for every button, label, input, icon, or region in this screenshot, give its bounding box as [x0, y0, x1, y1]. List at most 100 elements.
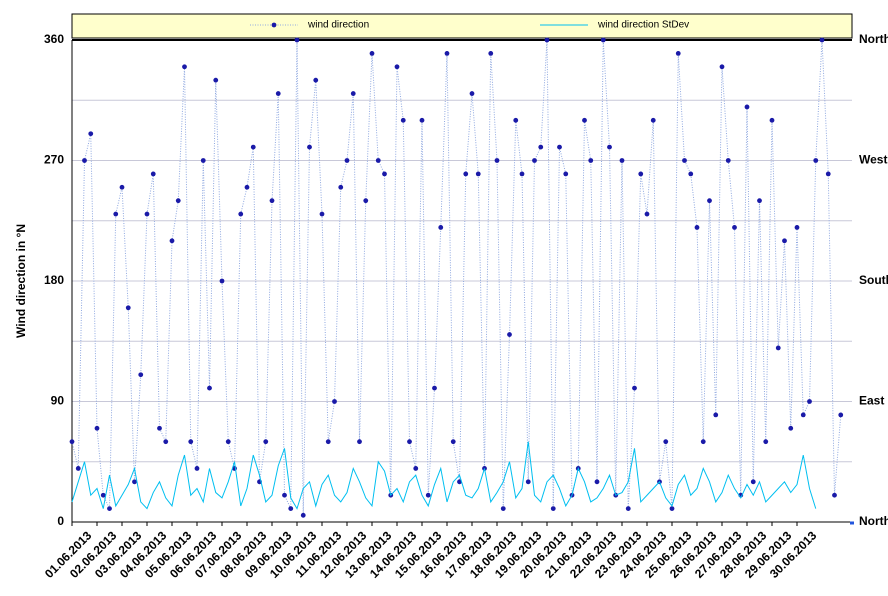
data-point — [707, 198, 712, 204]
data-point — [100, 492, 106, 498]
data-point — [713, 412, 719, 418]
data-point — [369, 50, 375, 56]
data-point — [463, 171, 469, 177]
data-point — [700, 439, 706, 445]
data-point — [132, 479, 137, 485]
data-point — [175, 198, 181, 204]
legend-label: wind direction — [307, 20, 369, 31]
data-point — [788, 425, 794, 431]
data-point — [244, 184, 250, 190]
legend-marker — [271, 22, 277, 28]
y2-tick-label: North — [859, 514, 888, 528]
y2-tick-label: East — [859, 394, 884, 408]
data-point — [88, 131, 94, 137]
data-point — [625, 506, 631, 512]
data-point — [288, 506, 294, 512]
data-point — [182, 64, 187, 70]
data-point — [75, 466, 81, 471]
data-point — [313, 77, 319, 83]
y-tick-label: 270 — [44, 153, 64, 167]
y-tick-label: 90 — [51, 394, 65, 408]
data-point — [638, 171, 644, 177]
y2-tick-label: West — [859, 153, 887, 167]
data-point — [350, 91, 356, 96]
data-point — [532, 158, 537, 163]
data-point — [382, 171, 387, 177]
data-point — [769, 117, 775, 123]
data-point — [450, 439, 456, 445]
data-point — [444, 50, 450, 56]
legend-box — [71, 13, 853, 39]
data-point — [500, 506, 506, 512]
data-point — [125, 305, 131, 311]
data-point — [838, 412, 844, 418]
data-point — [269, 198, 275, 204]
data-point — [488, 50, 494, 56]
data-point — [282, 492, 287, 498]
data-point — [169, 238, 175, 244]
data-point — [275, 91, 281, 96]
series-line — [71, 441, 817, 510]
data-point — [732, 225, 737, 230]
y-tick-label: 0 — [57, 514, 64, 528]
data-point — [632, 385, 637, 391]
data-point — [644, 211, 650, 217]
data-point — [794, 225, 800, 230]
data-point — [138, 372, 144, 378]
data-point — [263, 439, 269, 445]
data-point — [188, 439, 194, 445]
data-point — [550, 506, 556, 512]
data-point — [413, 466, 419, 471]
data-point — [725, 158, 731, 163]
data-point — [782, 238, 787, 244]
data-point — [225, 439, 231, 445]
data-point — [594, 479, 600, 485]
data-point — [325, 439, 331, 445]
data-point — [119, 184, 125, 190]
data-point — [588, 158, 594, 163]
data-point — [582, 117, 587, 123]
y2-tick-label: South — [859, 273, 888, 287]
data-point — [538, 144, 544, 150]
data-point — [800, 412, 806, 418]
data-point — [750, 479, 756, 485]
data-point — [813, 158, 819, 163]
data-point — [832, 492, 837, 498]
data-point — [669, 506, 675, 512]
data-point — [194, 466, 200, 471]
data-point — [344, 158, 350, 163]
data-point — [425, 492, 431, 498]
data-point — [213, 77, 219, 83]
data-point — [400, 117, 406, 123]
data-point — [207, 385, 212, 391]
data-point — [307, 144, 312, 150]
data-point — [332, 399, 337, 404]
data-point — [432, 385, 437, 391]
data-point — [688, 171, 694, 177]
data-point — [113, 211, 119, 217]
data-point — [807, 399, 812, 404]
data-point — [319, 211, 325, 217]
data-point — [825, 171, 831, 177]
y-tick-label: 180 — [44, 273, 64, 287]
data-point — [150, 171, 156, 177]
data-point — [219, 278, 225, 284]
data-point — [294, 37, 300, 43]
data-point — [519, 171, 525, 177]
data-point — [157, 425, 162, 431]
data-point — [407, 439, 412, 445]
data-point — [663, 439, 669, 445]
data-point — [375, 158, 381, 163]
data-point — [563, 171, 569, 177]
data-point — [544, 37, 550, 43]
data-point — [419, 117, 425, 123]
data-point — [494, 158, 500, 163]
data-point — [557, 144, 562, 150]
data-point — [525, 479, 531, 485]
data-point — [763, 439, 769, 445]
data-point — [694, 225, 700, 230]
y-axis-label: Wind direction in °N — [14, 224, 28, 338]
data-point — [619, 158, 625, 163]
data-point — [682, 158, 687, 163]
data-point — [719, 64, 725, 70]
